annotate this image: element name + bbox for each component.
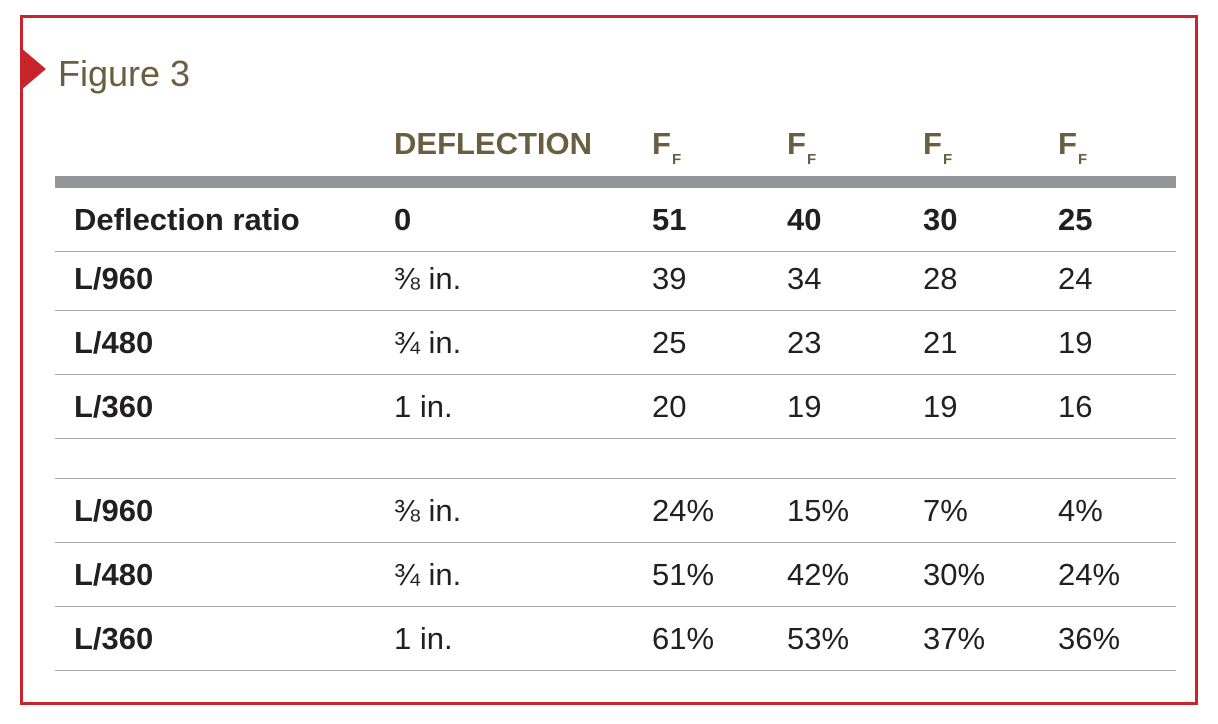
row-value: 36%	[1058, 621, 1121, 656]
figure-title: Figure 3	[58, 53, 191, 94]
row-label: L/960	[74, 493, 154, 528]
row-label: L/960	[74, 261, 154, 296]
row-value: 25	[652, 325, 687, 360]
header-ff-3: FF	[923, 126, 953, 168]
table-row: L/360 1 in. 61% 53% 37% 36%	[55, 607, 1176, 671]
table-row: L/360 1 in. 20 19 19 16	[55, 375, 1176, 439]
row-deflection: ⅜ in.	[394, 261, 462, 296]
row-value: 34	[787, 261, 822, 296]
row-label: L/480	[74, 325, 154, 360]
row-deflection: 0	[394, 202, 412, 237]
row-value: 61%	[652, 621, 715, 656]
row-value: 51%	[652, 557, 715, 592]
table-row: L/960 ⅜ in. 24% 15% 7% 4%	[55, 479, 1176, 543]
table-row: Deflection ratio 0 51 40 30 25	[55, 188, 1176, 252]
row-value: 19	[1058, 325, 1093, 360]
row-value: 20	[652, 389, 687, 424]
row-value: 53%	[787, 621, 850, 656]
row-value: 19	[923, 389, 958, 424]
row-value: 51	[652, 202, 687, 237]
row-value: 24%	[652, 493, 715, 528]
table-row: L/480 ¾ in. 25 23 21 19	[55, 311, 1176, 375]
header-rule	[55, 176, 1176, 188]
row-value: 16	[1058, 389, 1093, 424]
row-label: L/360	[74, 621, 154, 656]
row-label: Deflection ratio	[74, 202, 300, 237]
row-value: 15%	[787, 493, 850, 528]
row-value: 4%	[1058, 493, 1103, 528]
row-value: 19	[787, 389, 822, 424]
row-value: 28	[923, 261, 958, 296]
figure-marker-arrow-icon	[20, 47, 46, 91]
row-value: 39	[652, 261, 687, 296]
row-value: 42%	[787, 557, 850, 592]
row-value: 24	[1058, 261, 1093, 296]
figure-frame	[20, 15, 1198, 705]
row-value: 25	[1058, 202, 1093, 237]
row-value: 30%	[923, 557, 986, 592]
header-deflection: DEFLECTION	[394, 126, 593, 161]
header-ff-1: FF	[652, 126, 682, 168]
table-row: L/480 ¾ in. 51% 42% 30% 24%	[55, 543, 1176, 607]
row-deflection: 1 in.	[394, 621, 453, 656]
header-ff-2: FF	[787, 126, 817, 168]
table-row: L/960 ⅜ in. 39 34 28 24	[55, 247, 1176, 311]
row-label: L/480	[74, 557, 154, 592]
row-value: 40	[787, 202, 822, 237]
row-value: 21	[923, 325, 958, 360]
row-label: L/360	[74, 389, 154, 424]
row-value: 24%	[1058, 557, 1121, 592]
row-value: 23	[787, 325, 822, 360]
table-header: DEFLECTION FF FF FF FF	[55, 120, 1176, 176]
row-value: 7%	[923, 493, 968, 528]
spacer-row	[55, 439, 1176, 479]
row-value: 30	[923, 202, 958, 237]
row-deflection: 1 in.	[394, 389, 453, 424]
row-deflection: ¾ in.	[394, 557, 462, 592]
header-ff-4: FF	[1058, 126, 1088, 168]
row-deflection: ¾ in.	[394, 325, 462, 360]
row-deflection: ⅜ in.	[394, 493, 462, 528]
row-value: 37%	[923, 621, 986, 656]
